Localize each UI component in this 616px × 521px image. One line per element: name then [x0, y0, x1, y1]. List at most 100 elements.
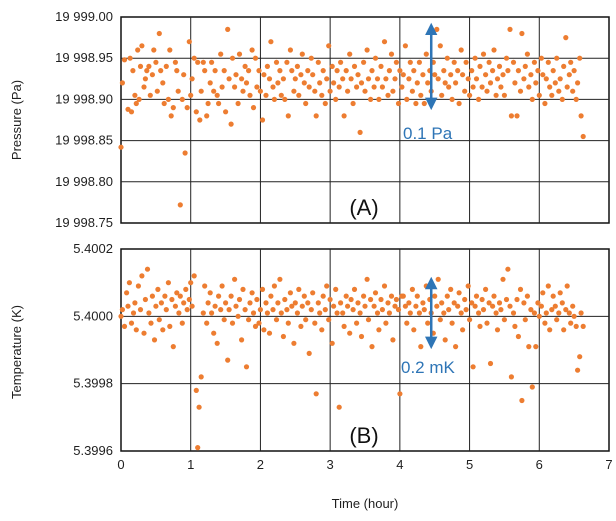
data-point-a-235 — [528, 72, 534, 78]
data-point-a-23 — [158, 68, 164, 74]
data-point-a-254 — [561, 63, 567, 69]
data-point-b-170 — [414, 293, 420, 299]
data-point-b-9 — [133, 327, 139, 333]
y-tick-label-b-3: 5.4002 — [73, 241, 113, 256]
data-point-a-213 — [490, 68, 496, 74]
annotation-text-a: 0.1 Pa — [403, 124, 453, 143]
data-point-a-222 — [505, 68, 511, 74]
data-point-a-259 — [570, 88, 576, 94]
data-point-a-124 — [334, 68, 340, 74]
data-point-a-20 — [153, 59, 159, 65]
data-point-b-92 — [278, 310, 284, 316]
data-point-b-252 — [557, 290, 563, 296]
data-point-b-70 — [240, 286, 246, 292]
data-point-a-29 — [168, 113, 174, 119]
data-point-a-172 — [418, 92, 424, 98]
data-point-b-105 — [301, 293, 307, 299]
data-point-b-15 — [144, 266, 151, 272]
data-point-a-28 — [167, 47, 173, 53]
data-point-b-13 — [141, 330, 147, 336]
data-point-a-80 — [257, 88, 263, 94]
data-point-b-2 — [121, 323, 128, 329]
data-point-a-132 — [348, 76, 354, 82]
data-point-a-265 — [580, 133, 586, 140]
data-point-a-142 — [365, 76, 372, 82]
data-point-a-16 — [146, 63, 152, 69]
data-point-b-47 — [200, 310, 206, 316]
data-point-b-39 — [186, 296, 192, 303]
data-point-a-74 — [247, 92, 253, 98]
data-point-b-41 — [189, 303, 195, 309]
data-point-a-229 — [517, 88, 524, 94]
data-point-a-192 — [453, 80, 459, 86]
data-point-b-243 — [542, 320, 548, 326]
data-point-b-202 — [470, 364, 476, 370]
data-point-a-77 — [252, 55, 259, 61]
data-point-a-21 — [154, 88, 160, 94]
data-point-a-173 — [420, 72, 426, 78]
data-point-b-135 — [354, 320, 360, 326]
data-point-b-228 — [515, 333, 522, 340]
data-point-a-109 — [308, 55, 314, 61]
data-point-b-90 — [275, 300, 281, 306]
data-point-a-217 — [496, 63, 503, 69]
data-point-b-218 — [498, 307, 504, 313]
data-point-b-61 — [225, 357, 231, 363]
data-point-b-238 — [533, 344, 539, 350]
data-point-b-229 — [517, 286, 524, 292]
data-point-b-226 — [512, 323, 518, 329]
data-point-b-133 — [350, 307, 356, 313]
data-point-b-103 — [298, 323, 304, 329]
data-point-b-250 — [554, 317, 560, 323]
data-point-a-99 — [291, 88, 297, 94]
data-point-b-189 — [448, 286, 454, 292]
data-point-b-181 — [434, 303, 440, 309]
data-point-b-233 — [524, 293, 531, 299]
data-point-a-134 — [351, 63, 358, 69]
data-point-a-161 — [399, 84, 405, 90]
data-point-b-52 — [209, 310, 215, 316]
data-point-a-58 — [219, 84, 225, 90]
data-point-a-146 — [372, 55, 379, 61]
x-tick-label-4: 4 — [396, 457, 403, 472]
data-point-a-37 — [182, 150, 188, 156]
x-tick-label-3: 3 — [327, 457, 334, 472]
data-point-a-156 — [390, 88, 396, 94]
data-point-a-261 — [573, 96, 579, 102]
data-point-b-225 — [510, 310, 517, 316]
data-point-b-187 — [444, 293, 450, 299]
data-point-b-206 — [477, 323, 483, 329]
data-point-b-203 — [472, 303, 478, 309]
data-point-b-142 — [365, 317, 372, 323]
data-point-b-248 — [550, 293, 556, 299]
data-point-b-42 — [191, 273, 197, 279]
data-point-a-223 — [507, 26, 513, 32]
data-point-a-169 — [413, 100, 419, 107]
data-point-a-90 — [275, 80, 281, 86]
plot-area-a — [120, 16, 610, 224]
data-point-b-45 — [196, 404, 202, 410]
data-point-b-258 — [568, 320, 574, 326]
data-point-b-234 — [526, 344, 532, 350]
data-point-a-184 — [439, 92, 445, 98]
data-point-a-245 — [545, 59, 551, 65]
data-point-a-187 — [444, 55, 450, 61]
data-point-a-255 — [563, 35, 569, 41]
data-point-a-6 — [130, 68, 136, 74]
plot-area-b — [120, 248, 610, 452]
data-point-a-188 — [446, 84, 452, 90]
data-point-b-204 — [473, 293, 480, 299]
data-point-a-129 — [343, 68, 349, 74]
data-point-b-120 — [327, 296, 333, 303]
data-point-b-106 — [303, 317, 309, 323]
data-point-b-67 — [235, 313, 241, 319]
data-point-b-201 — [469, 300, 475, 306]
data-point-a-196 — [460, 72, 466, 78]
data-point-a-190 — [449, 96, 455, 102]
data-point-b-131 — [347, 330, 353, 336]
data-point-a-104 — [299, 51, 305, 57]
data-point-a-46 — [198, 88, 204, 94]
data-point-a-191 — [451, 59, 457, 65]
data-point-a-53 — [211, 88, 217, 94]
data-point-a-244 — [543, 76, 549, 82]
